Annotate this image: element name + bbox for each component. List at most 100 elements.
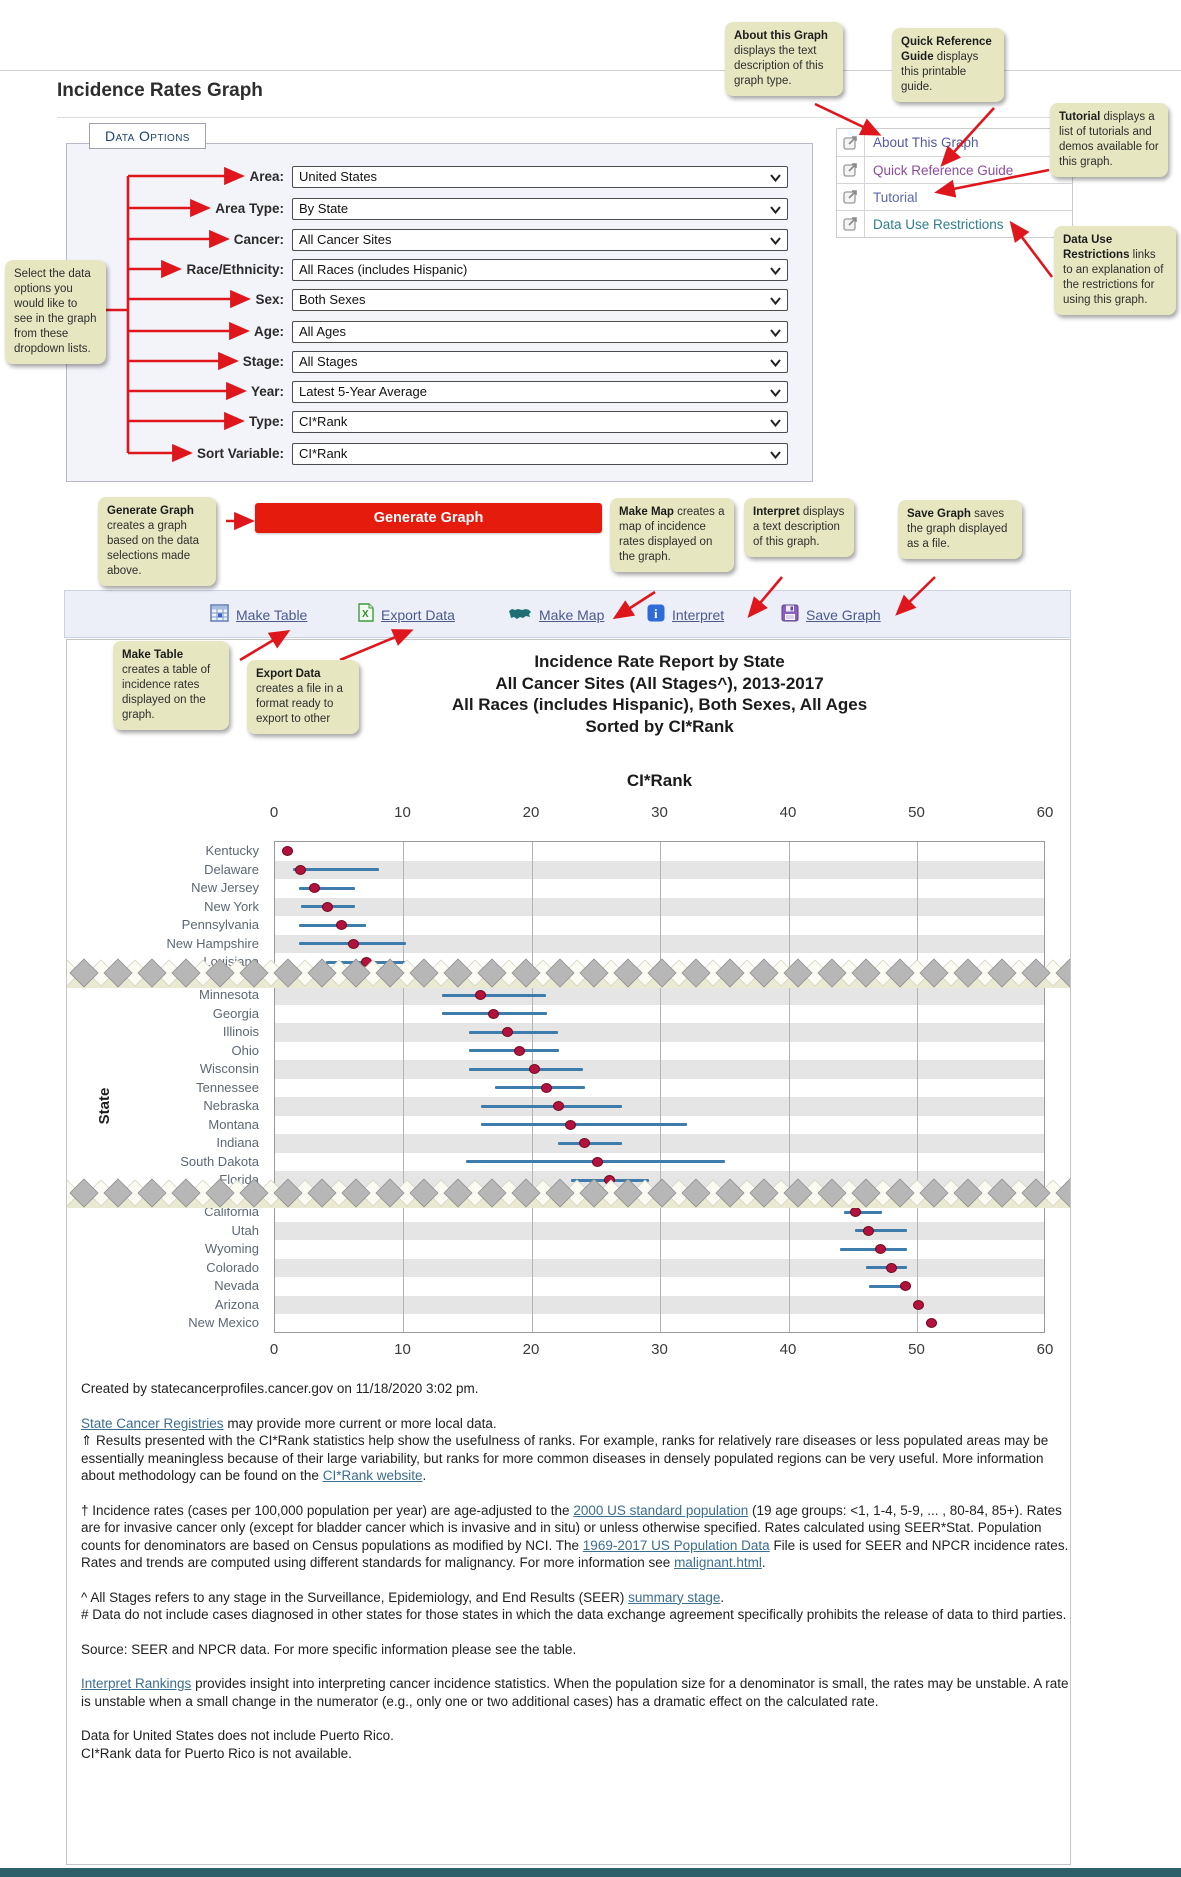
state-label-pennsylvania: Pennsylvania: [181, 917, 259, 932]
x-axis-label: CI*Rank: [626, 771, 693, 790]
area-select[interactable]: United States: [292, 166, 788, 188]
x-tick-50: 50: [908, 804, 925, 821]
stage-label: Stage:: [242, 354, 284, 369]
rank-dot-california: [850, 1207, 862, 1217]
row-stripe: [275, 1221, 1044, 1240]
footnote-text: ^ All Stages refers to any stage in the …: [81, 1589, 629, 1605]
year-select[interactable]: Latest 5-Year Average: [292, 381, 788, 403]
age-label: Age:: [254, 324, 284, 339]
save-icon: [781, 604, 799, 627]
rank-dot-illinois: [502, 1027, 514, 1037]
footnote-text: .: [720, 1589, 725, 1605]
save-graph-button[interactable]: Save Graph: [781, 603, 881, 627]
row-stripe: [275, 934, 1044, 953]
malignant-html-link[interactable]: malignant.html: [674, 1555, 762, 1570]
footnote-text: Data for United States does not include …: [81, 1728, 394, 1743]
rank-dot-minnesota: [475, 990, 487, 1000]
2000-us-standard-population-link[interactable]: 2000 US standard population: [573, 1502, 749, 1518]
footnote-text: Source: SEER and NPCR data. For more spe…: [81, 1641, 577, 1657]
sex-row: Sex: Both Sexes: [67, 289, 812, 311]
axis-break-band: [67, 958, 1070, 988]
footnote-paragraph: Rates and trends are computed using diff…: [81, 1554, 1073, 1572]
callout-interpret: Interpret displays a text description of…: [744, 498, 854, 557]
type-row: Type: CI*Rank: [67, 411, 812, 433]
ci-bar-nevada: [868, 1284, 910, 1288]
race-ethnicity-select[interactable]: All Races (includes Hispanic): [292, 259, 788, 281]
tutorial-link[interactable]: Tutorial: [837, 183, 1072, 210]
footnote-paragraph: ⇑ Results presented with the CI*Rank sta…: [81, 1432, 1073, 1485]
area-label: Area:: [249, 169, 284, 184]
make-table-label[interactable]: Make Table: [236, 607, 308, 623]
state-cancer-registries-link[interactable]: State Cancer Registries: [81, 1415, 224, 1431]
age-select[interactable]: All Ages: [292, 321, 788, 343]
footnote-text: ⇑ Results presented with the CI*Rank sta…: [81, 1433, 1049, 1483]
x-tick-0: 0: [269, 1341, 279, 1358]
ci-bar-illinois: [469, 1030, 558, 1034]
rank-dot-south-dakota: [592, 1156, 604, 1167]
ci-bar-nebraska: [480, 1104, 622, 1108]
data-use-restrictions-link[interactable]: Data Use Restrictions: [837, 210, 1072, 237]
state-label-nebraska: Nebraska: [203, 1098, 259, 1113]
export-data-label[interactable]: Export Data: [381, 607, 455, 623]
callout-quick-reference: Quick Reference Guide displays this prin…: [892, 28, 1004, 102]
about-this-graph-link-label[interactable]: About This Graph: [873, 135, 979, 150]
type-select[interactable]: CI*Rank: [292, 411, 788, 433]
gridline-50: [917, 986, 918, 1190]
make-table-button[interactable]: Make Table: [210, 603, 307, 627]
page-bottom-bar: [0, 1868, 1181, 1877]
gridline-50: [917, 842, 918, 971]
quick-reference-guide-link[interactable]: Quick Reference Guide: [837, 156, 1072, 183]
tutorial-link-label[interactable]: Tutorial: [873, 189, 918, 205]
sort-variable-select[interactable]: CI*Rank: [292, 443, 788, 465]
save-graph-label[interactable]: Save Graph: [806, 607, 881, 623]
footnote-text: .: [761, 1555, 766, 1570]
footnote-text: (19 age groups: <1, 1-4, 5-9, ... , 80-8…: [81, 1502, 1062, 1553]
stage-select[interactable]: All Stages: [292, 351, 788, 373]
interpret-rankings-link[interactable]: Interpret Rankings: [81, 1676, 192, 1691]
generate-graph-button[interactable]: Generate Graph: [255, 503, 602, 533]
state-label-colorado: Colorado: [206, 1259, 259, 1275]
external-link-icon-cell: [837, 184, 865, 210]
quick-reference-guide-link-label[interactable]: Quick Reference Guide: [873, 162, 1014, 178]
chevron-down-icon: [770, 297, 781, 305]
cancer-select[interactable]: All Cancer Sites: [292, 229, 788, 251]
gridline-40: [788, 842, 790, 971]
export-data-button[interactable]: X Export Data: [358, 603, 455, 627]
about-this-graph-link[interactable]: About This Graph: [837, 129, 1072, 156]
area-row: Area: United States: [67, 166, 812, 188]
callout-data-use-restrictions: Data Use Restrictions links to an explan…: [1054, 226, 1176, 315]
gridline-10: [403, 986, 404, 1190]
make-map-label[interactable]: Make Map: [539, 607, 605, 623]
x-tick-60: 60: [1036, 804, 1054, 821]
x-tick-10: 10: [394, 1341, 411, 1358]
row-stripe: [275, 1060, 1044, 1079]
data-use-restrictions-link-label[interactable]: Data Use Restrictions: [873, 216, 1004, 232]
state-label-new-mexico: New Mexico: [188, 1315, 259, 1330]
stage-row: Stage: All Stages: [67, 351, 812, 373]
us-map-icon: [509, 608, 531, 619]
callout-about-this-graph: About this Graph displays the text descr…: [725, 22, 843, 96]
interpret-button[interactable]: i Interpret: [647, 603, 724, 627]
footnotes: Created by statecancerprofiles.cancer.go…: [81, 1380, 1073, 1762]
area-type-select[interactable]: By State: [292, 198, 788, 220]
chevron-down-icon: [770, 174, 781, 182]
row-stripe: [275, 1023, 1044, 1042]
footnote-paragraph: # Data do not include cases diagnosed in…: [81, 1606, 1073, 1624]
1969-2017-us-population-data-link[interactable]: 1969-2017 US Population Data: [582, 1537, 770, 1553]
gridline-50: [917, 1203, 918, 1332]
external-link-icon: [842, 217, 857, 231]
ci-bar-wyoming: [840, 1247, 908, 1251]
row-stripe: [275, 897, 1044, 916]
external-link-icon: [842, 163, 857, 177]
summary-stage-link[interactable]: summary stage: [628, 1589, 721, 1605]
state-label-illinois: Illinois: [222, 1024, 259, 1039]
make-map-button[interactable]: Make Map: [508, 603, 604, 627]
rank-dot-new-mexico: [926, 1318, 938, 1328]
ci-bar-new-jersey: [299, 886, 355, 890]
sex-select[interactable]: Both Sexes: [292, 289, 788, 311]
callout-select-data: Select the data options you would like t…: [5, 260, 106, 364]
ci-rank-website-link[interactable]: CI*Rank website: [322, 1468, 423, 1483]
interpret-label[interactable]: Interpret: [672, 607, 725, 623]
state-label-kentucky: Kentucky: [205, 843, 259, 858]
